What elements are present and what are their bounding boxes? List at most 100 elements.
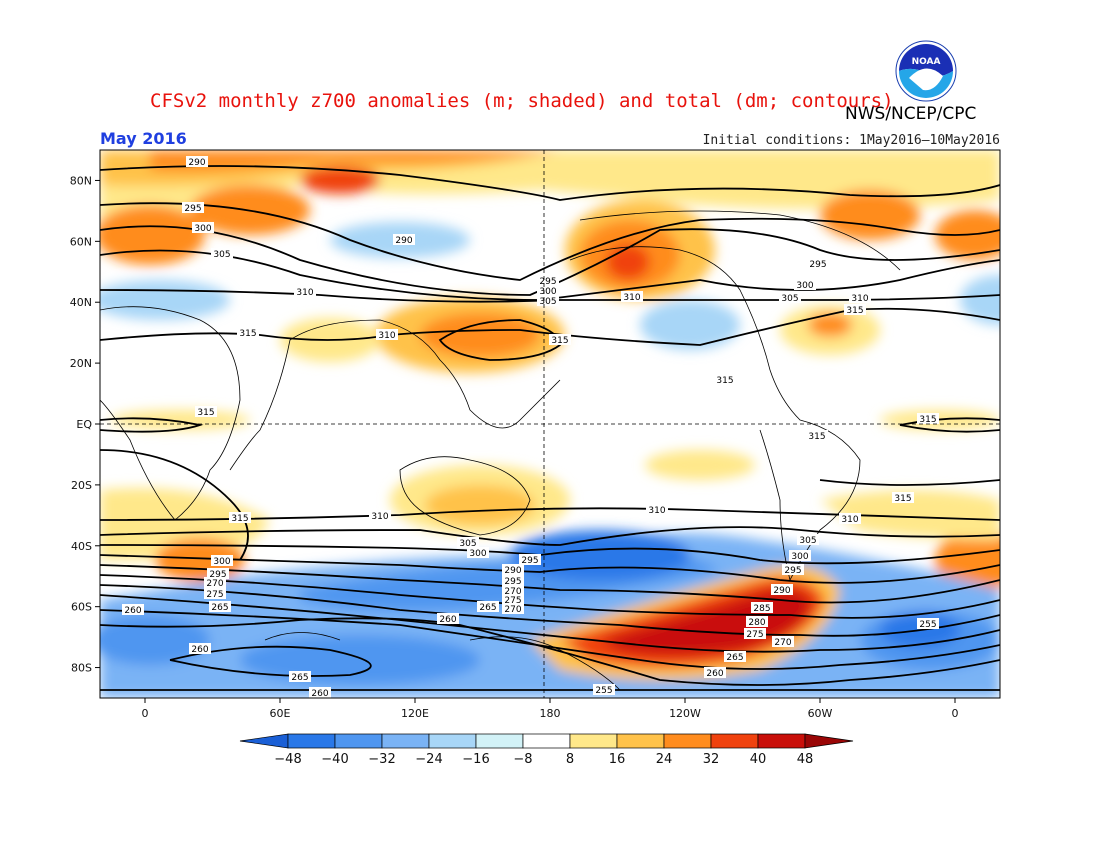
lat-tick-label: EQ [76,418,92,431]
contour-label: 295 [784,566,801,576]
colorbar-swatch [287,733,336,749]
contour-label: 315 [808,432,825,442]
colorbar-label: 24 [656,752,673,767]
contour-label: 275 [746,630,763,640]
contour-label: 310 [623,293,640,303]
contour-label: 255 [595,686,612,696]
contour-label: 265 [479,603,496,613]
contour-label: 265 [726,653,743,663]
lat-tick-label: 40N [70,296,92,309]
contour-label: 280 [748,618,765,628]
contour-label: 300 [791,552,808,562]
colorbar-label: 40 [750,752,767,767]
lon-tick-label: 120E [401,707,429,720]
colorbar-swatch [522,733,571,749]
contour-label: 275 [206,590,223,600]
contour-label: 295 [521,556,538,566]
contour-label: 305 [539,297,556,307]
lat-tick-label: 40S [71,540,92,553]
colorbar-swatch [757,733,806,749]
contour-label: 295 [539,277,556,287]
colorbar-swatch [569,733,618,749]
noaa-logo: NOAA [895,40,957,102]
contour-label: 300 [796,281,813,291]
colorbar-swatch [616,733,665,749]
coastline-layer [100,210,901,691]
contour-label: 305 [459,539,476,549]
reference-lines [100,150,1000,698]
lon-tick-label: 120W [669,707,701,720]
contour-label: 300 [213,557,230,567]
org-label: NWS/NCEP/CPC [845,104,977,124]
contour-label: 270 [774,638,791,648]
colorbar-swatch [475,733,524,749]
contour-label: 275 [504,596,521,606]
lon-tick-label: 60W [808,707,833,720]
lat-tick-label: 60S [71,601,92,614]
initial-conditions-label: Initial conditions: 1May2016—10May2016 [702,133,1000,148]
colorbar: −48 −40 −32 −24 −16 −8 8 16 24 32 40 48 [239,733,854,767]
colorbar-arrow-right [804,733,854,749]
colorbar-label: −32 [368,752,395,767]
lat-tick-label: 20N [70,357,92,370]
contour-label: 315 [551,336,568,346]
lon-tick-label: 60E [270,707,291,720]
contour-label: 260 [124,606,141,616]
latitude-axis: 80N 60N 40N 20N EQ 20S 40S 60S 80S [70,174,100,675]
colorbar-arrow-left [239,733,289,749]
contour-label: 255 [919,620,936,630]
contour-label: 300 [194,224,211,234]
contour-label: 310 [296,288,313,298]
colorbar-swatch [428,733,477,749]
contour-label: 300 [539,287,556,297]
contour-label: 305 [799,536,816,546]
lat-tick-label: 80S [71,662,92,675]
contour-label: 310 [378,331,395,341]
contour-label: 265 [291,673,308,683]
map-title: CFSv2 monthly z700 anomalies (m; shaded)… [150,90,894,112]
colorbar-label: 32 [703,752,720,767]
contour-label: 295 [209,570,226,580]
lat-tick-label: 60N [70,235,92,248]
colorbar-label: −24 [415,752,442,767]
contour-label: 315 [197,408,214,418]
contour-label: 285 [753,604,770,614]
contour-label: 300 [469,549,486,559]
contour-label: 270 [504,587,521,597]
contour-label: 295 [809,260,826,270]
contour-label: 260 [439,615,456,625]
contour-label: 270 [504,605,521,615]
contour-label: 315 [716,376,733,386]
lon-tick-label: 0 [142,707,149,720]
colorbar-label: −16 [462,752,489,767]
contour-label: 305 [781,294,798,304]
colorbar-swatch [663,733,712,749]
contour-label: 260 [311,689,328,699]
colorbar-swatch [334,733,383,749]
contour-label: 290 [188,158,205,168]
contour-label: 295 [504,577,521,587]
lat-tick-label: 20S [71,479,92,492]
colorbar-swatch [710,733,759,749]
contour-label: 260 [191,645,208,655]
colorbar-swatch [381,733,430,749]
colorbar-label: −8 [513,752,532,767]
contour-label: 315 [846,306,863,316]
colorbar-label: 8 [566,752,574,767]
contour-label: 310 [371,512,388,522]
contour-label: 315 [239,329,256,339]
contour-label: 315 [919,415,936,425]
contour-label: 290 [395,236,412,246]
colorbar-label: 16 [609,752,626,767]
contour-label: 265 [211,603,228,613]
contour-label: 295 [184,204,201,214]
contour-label: 315 [231,514,248,524]
month-label: May 2016 [100,129,187,148]
colorbar-label: 48 [797,752,814,767]
colorbar-label: −48 [274,752,301,767]
contour-label: 305 [213,250,230,260]
logo-text: NOAA [912,57,941,67]
contour-label: 290 [773,586,790,596]
